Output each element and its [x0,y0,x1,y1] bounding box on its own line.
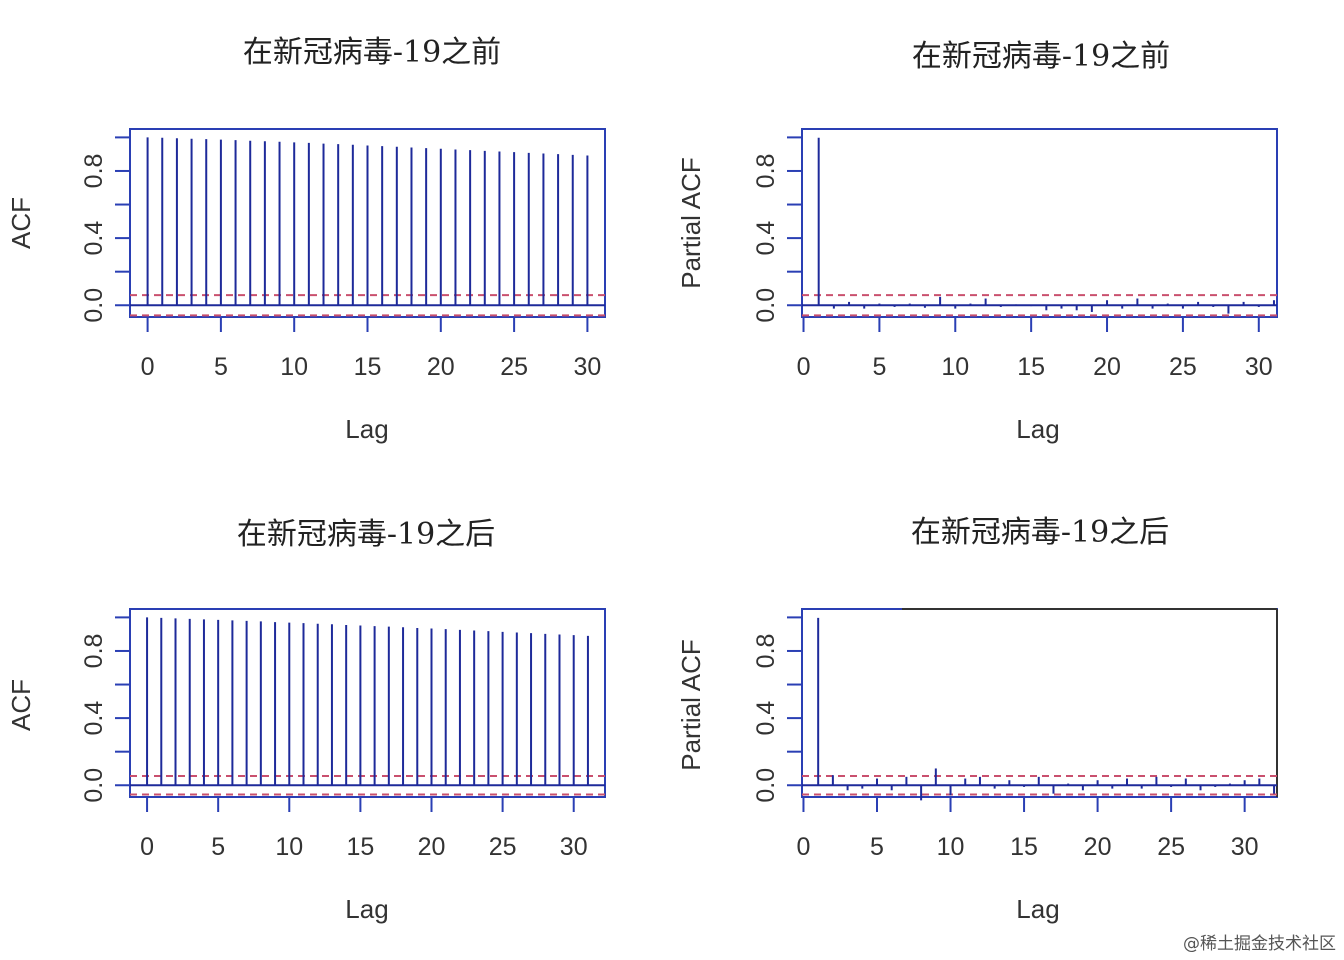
x-tick-label: 30 [1231,833,1259,861]
x-tick-label: 15 [1017,353,1045,381]
x-tick-label: 15 [346,833,374,861]
y-tick-label: 0.8 [80,634,108,669]
x-tick-label: 0 [797,353,811,381]
x-tick-label: 25 [1157,833,1185,861]
pacf-panel-before: 在新冠病毒-19之前 Partial ACF Lag 0.0 0.4 0.8 0 5 10… [676,39,1278,444]
x-tick-label: 20 [418,833,446,861]
x-tick-label: 25 [1169,353,1197,381]
y-tick-label: 0.4 [752,221,780,256]
y-tick-label: 0.4 [752,701,780,736]
x-axis-label: Lag [345,414,388,444]
y-axis-label: Partial ACF [676,157,706,289]
acf-panel-after: 在新冠病毒-19之后 ACF Lag 0.0 0.4 0.8 0 5 10 15 20 25 30 [6,517,606,924]
y-tick-label: 0.8 [80,154,108,189]
y-tick-label: 0.0 [80,768,108,803]
x-tick-label: 5 [214,353,228,381]
pacf-panel-after: 在新冠病毒-19之后 Partial ACF Lag 0.0 0.4 0.8 0 5 10… [676,515,1278,924]
x-tick-label: 30 [574,353,602,381]
x-tick-label: 10 [280,353,308,381]
x-axis-label: Lag [1016,894,1059,924]
x-tick-label: 10 [937,833,965,861]
x-tick-label: 10 [941,353,969,381]
watermark: @稀土掘金技术社区 [1183,934,1336,954]
plot-frame [801,128,1278,318]
x-tick-label: 20 [427,353,455,381]
y-tick-label: 0.0 [752,288,780,323]
plot-frame [801,608,1278,798]
x-tick-label: 25 [500,353,528,381]
panel-title: 在新冠病毒-19之后 [911,515,1169,550]
x-axis-label: Lag [345,894,388,924]
x-tick-label: 0 [797,833,811,861]
y-tick-label: 0.0 [752,768,780,803]
panel-title: 在新冠病毒-19之前 [912,39,1170,74]
x-tick-label: 30 [560,833,588,861]
x-tick-label: 0 [141,353,155,381]
x-tick-label: 5 [870,833,884,861]
y-tick-label: 0.4 [80,701,108,736]
x-tick-label: 0 [140,833,154,861]
x-tick-label: 15 [1010,833,1038,861]
y-tick-label: 0.4 [80,221,108,256]
panel-title: 在新冠病毒-19之前 [243,35,501,70]
y-tick-label: 0.0 [80,288,108,323]
x-tick-label: 20 [1084,833,1112,861]
y-tick-label: 0.8 [752,154,780,189]
x-axis-label: Lag [1016,414,1059,444]
x-tick-label: 30 [1245,353,1273,381]
y-axis-label: ACF [6,679,36,731]
plot-frame [129,608,606,798]
y-tick-label: 0.8 [752,634,780,669]
y-axis-label: ACF [6,197,36,249]
y-axis-label: Partial ACF [676,639,706,771]
x-tick-label: 5 [872,353,886,381]
x-tick-label: 25 [489,833,517,861]
panel-title: 在新冠病毒-19之后 [237,517,495,552]
acf-panel-before: 在新冠病毒-19之前 ACF Lag 0.0 0.4 0.8 0 5 10 15 20 25 30 [6,35,606,444]
x-tick-label: 5 [211,833,225,861]
x-tick-label: 15 [354,353,382,381]
x-tick-label: 20 [1093,353,1121,381]
x-tick-label: 10 [275,833,303,861]
